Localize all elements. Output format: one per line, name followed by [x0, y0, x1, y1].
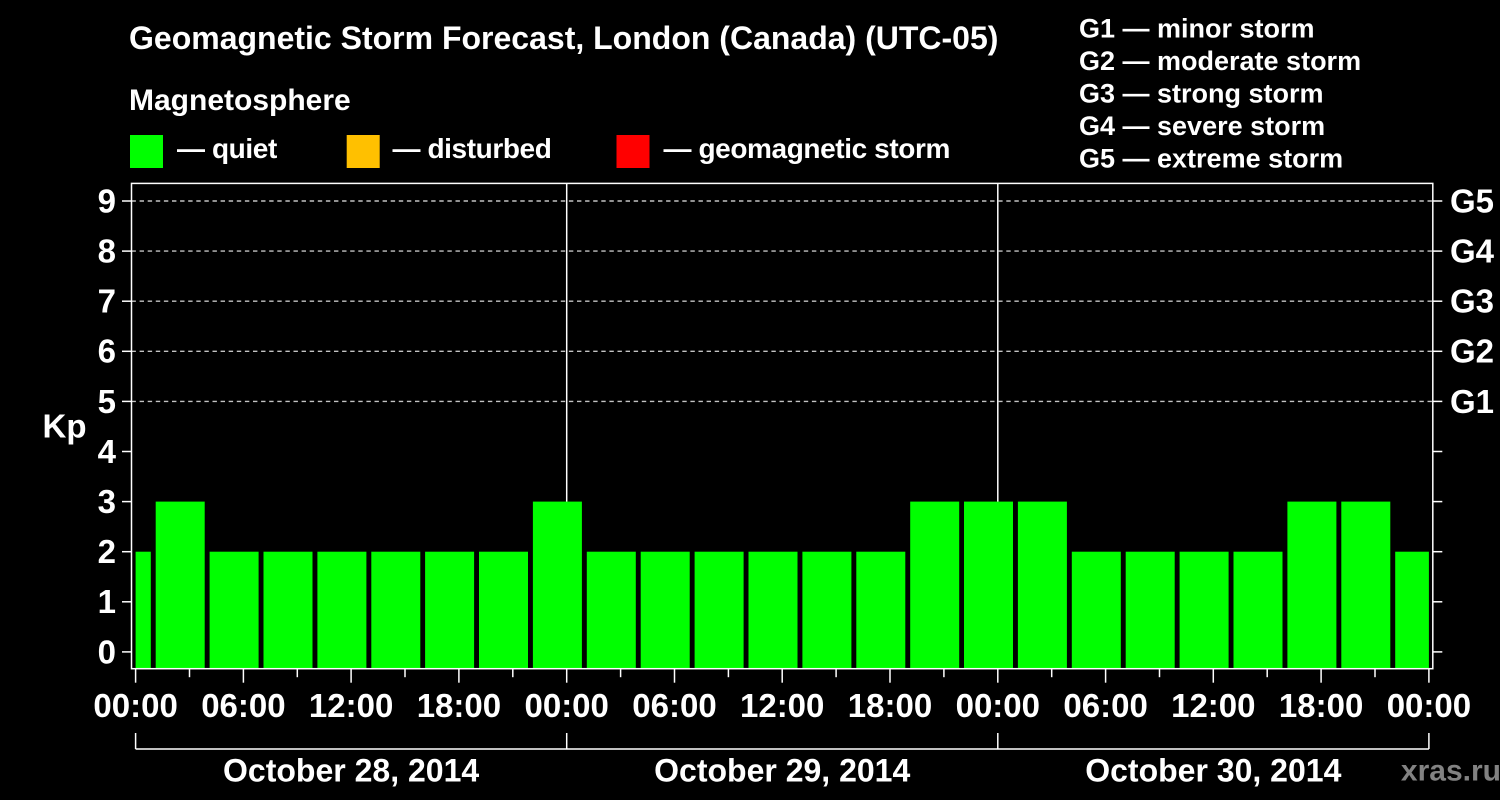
svg-text:G2 — moderate storm: G2 — moderate storm [1079, 46, 1361, 76]
svg-text:18:00: 18:00 [848, 687, 932, 724]
svg-text:October 30, 2014: October 30, 2014 [1085, 753, 1341, 789]
svg-text:4: 4 [98, 433, 117, 470]
svg-text:00:00: 00:00 [956, 687, 1040, 724]
svg-text:1: 1 [98, 583, 116, 620]
svg-text:October 28, 2014: October 28, 2014 [223, 753, 479, 789]
svg-text:12:00: 12:00 [309, 687, 393, 724]
svg-text:00:00: 00:00 [93, 687, 177, 724]
svg-text:— quiet: — quiet [177, 133, 277, 164]
svg-text:2: 2 [98, 533, 116, 570]
svg-text:Geomagnetic Storm Forecast, Lo: Geomagnetic Storm Forecast, London (Cana… [129, 20, 998, 56]
svg-text:3: 3 [98, 483, 116, 520]
svg-text:Magnetosphere: Magnetosphere [129, 84, 351, 117]
svg-text:G1 — minor storm: G1 — minor storm [1079, 13, 1315, 43]
svg-text:G3: G3 [1450, 283, 1494, 320]
svg-text:— geomagnetic storm: — geomagnetic storm [664, 133, 950, 164]
svg-text:06:00: 06:00 [632, 687, 716, 724]
svg-text:7: 7 [98, 283, 116, 320]
svg-text:12:00: 12:00 [1171, 687, 1255, 724]
svg-text:G5: G5 [1450, 182, 1494, 219]
svg-text:6: 6 [98, 333, 116, 370]
svg-text:00:00: 00:00 [1387, 687, 1471, 724]
svg-text:G1: G1 [1450, 383, 1494, 420]
svg-text:0: 0 [98, 633, 116, 670]
svg-text:G3 — strong storm: G3 — strong storm [1079, 78, 1324, 108]
svg-text:00:00: 00:00 [524, 687, 608, 724]
svg-text:G4: G4 [1450, 233, 1495, 270]
svg-text:— disturbed: — disturbed [393, 133, 552, 164]
svg-text:8: 8 [98, 233, 116, 270]
svg-text:12:00: 12:00 [740, 687, 824, 724]
svg-text:G4 — severe storm: G4 — severe storm [1079, 111, 1325, 141]
svg-text:18:00: 18:00 [1279, 687, 1363, 724]
svg-text:06:00: 06:00 [1063, 687, 1147, 724]
svg-text:Kp: Kp [43, 408, 87, 445]
svg-text:G5 — extreme storm: G5 — extreme storm [1079, 143, 1343, 173]
svg-text:5: 5 [98, 383, 116, 420]
svg-text:xras.ru: xras.ru [1401, 755, 1500, 788]
svg-text:G2: G2 [1450, 333, 1494, 370]
svg-text:October 29, 2014: October 29, 2014 [654, 753, 910, 789]
svg-text:9: 9 [98, 182, 116, 219]
svg-text:06:00: 06:00 [201, 687, 285, 724]
svg-text:18:00: 18:00 [417, 687, 501, 724]
